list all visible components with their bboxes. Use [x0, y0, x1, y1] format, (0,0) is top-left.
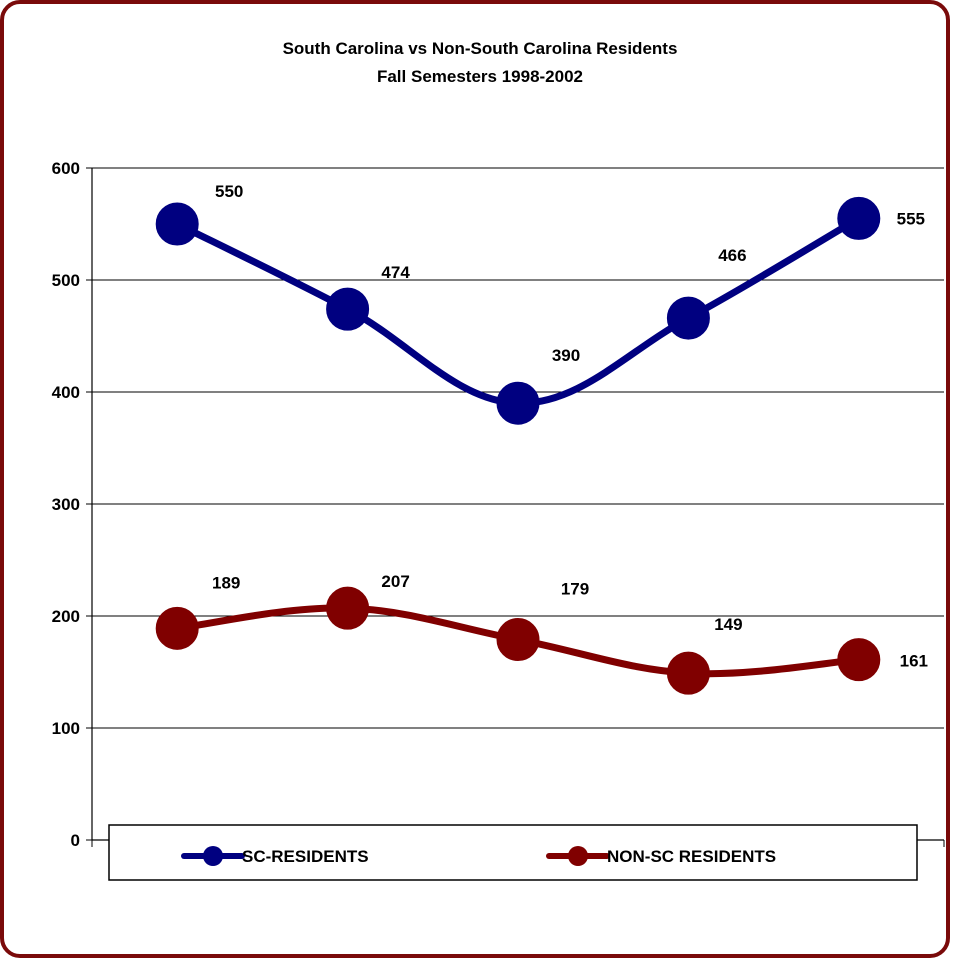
legend-marker — [568, 846, 588, 866]
data-point — [155, 202, 199, 246]
chart-subtitle: Fall Semesters 1998-2002 — [377, 67, 583, 86]
data-label: 179 — [561, 580, 589, 599]
data-label: 161 — [900, 652, 928, 671]
series-0: 550 474 390 466 555 — [155, 182, 925, 425]
y-tick-label: 500 — [52, 271, 80, 290]
legend-box — [108, 824, 918, 881]
data-point — [666, 296, 710, 340]
data-label: 189 — [212, 573, 240, 592]
y-tick-label: 200 — [52, 607, 80, 626]
legend: SC-RESIDENTS NON-SC RESIDENTS — [108, 824, 918, 881]
legend-marker — [203, 846, 223, 866]
chart-title: South Carolina vs Non-South Carolina Res… — [283, 39, 678, 58]
data-label: 207 — [381, 572, 409, 591]
data-point — [496, 381, 540, 425]
legend-label: NON-SC RESIDENTS — [607, 847, 776, 866]
series-line — [173, 214, 863, 407]
data-label: 550 — [215, 182, 243, 201]
legend-entry-1: NON-SC RESIDENTS — [546, 846, 776, 866]
y-tick-label: 400 — [52, 383, 80, 402]
series-1: 189 207 179 149 161 — [155, 572, 928, 695]
line-chart: South Carolina vs Non-South Carolina Res… — [52, 39, 945, 883]
y-tick-label: 0 — [71, 831, 80, 850]
data-label: 555 — [897, 209, 925, 228]
data-point — [326, 586, 370, 630]
data-label: 466 — [718, 246, 746, 265]
data-point — [837, 638, 881, 682]
y-tick-label: 100 — [52, 719, 80, 738]
axes: 010020030040050060019981999200020012002 — [52, 159, 945, 883]
data-point — [666, 651, 710, 695]
legend-entry-0: SC-RESIDENTS — [181, 846, 369, 866]
legend-label: SC-RESIDENTS — [242, 847, 369, 866]
data-point — [155, 606, 199, 650]
data-point — [326, 287, 370, 331]
y-tick-label: 600 — [52, 159, 80, 178]
data-point — [837, 196, 881, 240]
series-layer: 550 474 390 466 555 189 207 179 149 161 — [155, 182, 928, 695]
y-tick-label: 300 — [52, 495, 80, 514]
data-label: 390 — [552, 346, 580, 365]
data-label: 149 — [714, 615, 742, 634]
data-label: 474 — [381, 263, 410, 282]
data-point — [496, 618, 540, 662]
